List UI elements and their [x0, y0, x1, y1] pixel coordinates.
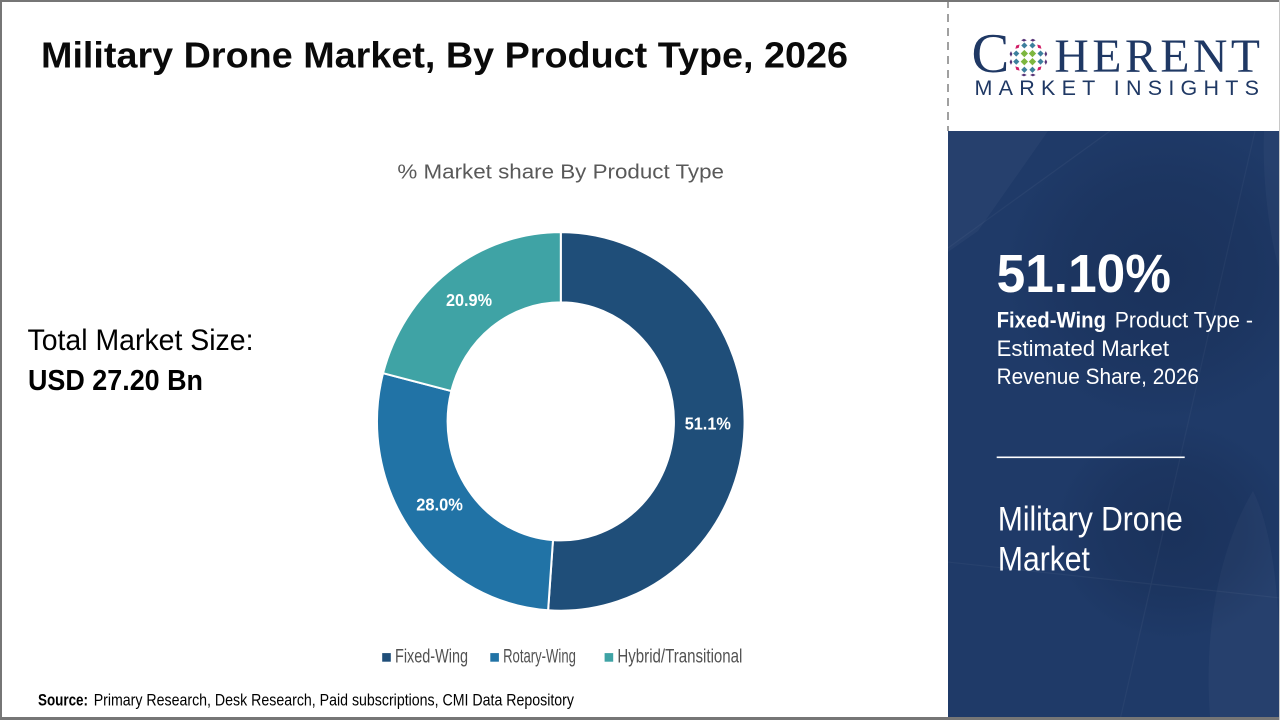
svg-text:Primary Research, Desk Researc: Primary Research, Desk Research, Paid su…	[94, 691, 575, 709]
svg-text:Fixed-Wing: Fixed-Wing	[395, 646, 468, 667]
svg-text:% Market share By Product Type: % Market share By Product Type	[397, 161, 724, 184]
svg-text:MARKET INSIGHTS: MARKET INSIGHTS	[975, 76, 1260, 100]
svg-text:Fixed-Wing: Fixed-Wing	[997, 308, 1106, 333]
svg-text:Hybrid/Transitional: Hybrid/Transitional	[617, 646, 742, 667]
svg-text:Military Drone Market, By Prod: Military Drone Market, By Product Type, …	[41, 35, 848, 76]
svg-text:USD 27.20 Bn: USD 27.20 Bn	[28, 365, 203, 397]
svg-text:51.1%: 51.1%	[685, 413, 732, 433]
svg-text:20.9%: 20.9%	[446, 290, 492, 310]
svg-text:Revenue Share, 2026: Revenue Share, 2026	[997, 364, 1199, 389]
svg-text:Estimated Market: Estimated Market	[997, 336, 1170, 361]
svg-text:C: C	[972, 23, 1010, 85]
svg-text:Market: Market	[998, 541, 1090, 579]
svg-text:51.10%: 51.10%	[997, 244, 1171, 304]
svg-text:Rotary-Wing: Rotary-Wing	[503, 646, 576, 667]
svg-text:Total Market Size:: Total Market Size:	[28, 324, 254, 357]
svg-text:Product Type -: Product Type -	[1115, 308, 1253, 333]
svg-text:Source:: Source:	[38, 691, 88, 709]
svg-text:28.0%: 28.0%	[416, 495, 463, 515]
svg-text:Military Drone: Military Drone	[998, 500, 1183, 538]
